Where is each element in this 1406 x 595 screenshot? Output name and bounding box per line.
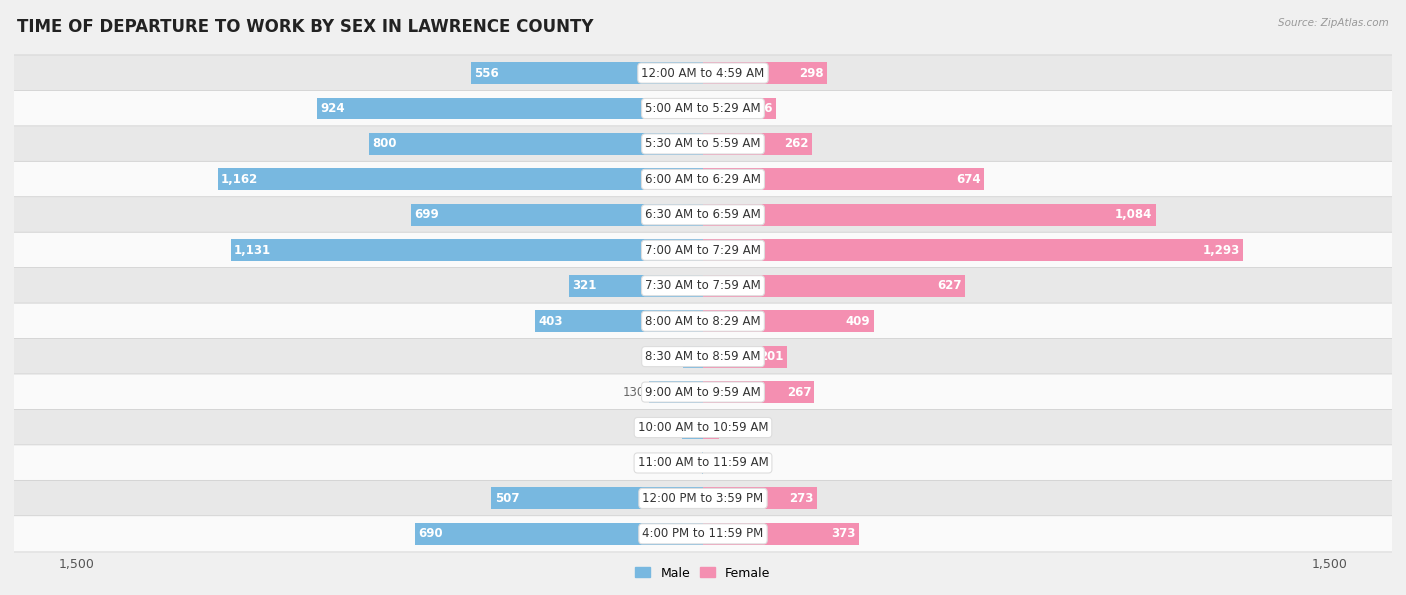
- Bar: [703, 133, 813, 155]
- FancyBboxPatch shape: [1, 55, 1405, 91]
- Text: 674: 674: [956, 173, 981, 186]
- Text: 1,162: 1,162: [221, 173, 259, 186]
- Text: 8:30 AM to 8:59 AM: 8:30 AM to 8:59 AM: [645, 350, 761, 363]
- Bar: [703, 523, 859, 545]
- Text: 403: 403: [538, 315, 562, 328]
- Text: 321: 321: [572, 279, 596, 292]
- Bar: [368, 133, 703, 155]
- Text: 373: 373: [831, 527, 855, 540]
- Text: 5:30 AM to 5:59 AM: 5:30 AM to 5:59 AM: [645, 137, 761, 151]
- Text: 39: 39: [723, 421, 738, 434]
- Bar: [703, 62, 827, 84]
- Text: 800: 800: [373, 137, 396, 151]
- FancyBboxPatch shape: [1, 268, 1405, 304]
- Text: TIME OF DEPARTURE TO WORK BY SEX IN LAWRENCE COUNTY: TIME OF DEPARTURE TO WORK BY SEX IN LAWR…: [17, 18, 593, 36]
- Text: 1,084: 1,084: [1115, 208, 1153, 221]
- Text: 51: 51: [664, 421, 678, 434]
- Text: 11:00 AM to 11:59 AM: 11:00 AM to 11:59 AM: [638, 456, 768, 469]
- Text: 10:00 AM to 10:59 AM: 10:00 AM to 10:59 AM: [638, 421, 768, 434]
- Text: 201: 201: [759, 350, 783, 363]
- Text: 49: 49: [664, 350, 679, 363]
- Bar: [318, 98, 703, 120]
- Text: 699: 699: [415, 208, 439, 221]
- Text: 298: 298: [800, 67, 824, 80]
- Text: 627: 627: [936, 279, 962, 292]
- Bar: [703, 98, 776, 120]
- FancyBboxPatch shape: [1, 516, 1405, 552]
- Text: 409: 409: [846, 315, 870, 328]
- FancyBboxPatch shape: [1, 90, 1405, 127]
- FancyBboxPatch shape: [1, 303, 1405, 339]
- FancyBboxPatch shape: [1, 409, 1405, 446]
- FancyBboxPatch shape: [1, 480, 1405, 516]
- Text: 8:00 AM to 8:29 AM: 8:00 AM to 8:29 AM: [645, 315, 761, 328]
- Text: 267: 267: [786, 386, 811, 399]
- Text: 273: 273: [789, 492, 814, 505]
- Text: 556: 556: [474, 67, 499, 80]
- Text: 507: 507: [495, 492, 519, 505]
- Bar: [703, 275, 965, 297]
- Bar: [411, 204, 703, 226]
- Bar: [703, 168, 984, 190]
- Text: 12:00 PM to 3:59 PM: 12:00 PM to 3:59 PM: [643, 492, 763, 505]
- FancyBboxPatch shape: [1, 339, 1405, 375]
- Text: 9:00 AM to 9:59 AM: 9:00 AM to 9:59 AM: [645, 386, 761, 399]
- Text: 12:00 AM to 4:59 AM: 12:00 AM to 4:59 AM: [641, 67, 765, 80]
- Text: 924: 924: [321, 102, 344, 115]
- Bar: [648, 381, 703, 403]
- Text: 6:00 AM to 6:29 AM: 6:00 AM to 6:29 AM: [645, 173, 761, 186]
- FancyBboxPatch shape: [1, 161, 1405, 198]
- Text: 1,293: 1,293: [1202, 244, 1240, 257]
- Bar: [682, 346, 703, 368]
- Text: 2: 2: [692, 456, 699, 469]
- Bar: [682, 416, 703, 439]
- FancyBboxPatch shape: [1, 126, 1405, 162]
- Bar: [231, 239, 703, 261]
- Text: 690: 690: [418, 527, 443, 540]
- Bar: [703, 346, 787, 368]
- Text: Source: ZipAtlas.com: Source: ZipAtlas.com: [1278, 18, 1389, 28]
- Legend: Male, Female: Male, Female: [630, 562, 776, 584]
- FancyBboxPatch shape: [1, 197, 1405, 233]
- Text: 1,131: 1,131: [235, 244, 271, 257]
- Bar: [218, 168, 703, 190]
- Bar: [703, 239, 1243, 261]
- Text: 130: 130: [623, 386, 645, 399]
- Bar: [569, 275, 703, 297]
- Text: 262: 262: [785, 137, 808, 151]
- Bar: [491, 487, 703, 509]
- FancyBboxPatch shape: [1, 232, 1405, 268]
- FancyBboxPatch shape: [1, 445, 1405, 481]
- Text: 7:00 AM to 7:29 AM: 7:00 AM to 7:29 AM: [645, 244, 761, 257]
- Text: 7:30 AM to 7:59 AM: 7:30 AM to 7:59 AM: [645, 279, 761, 292]
- Bar: [534, 310, 703, 332]
- Bar: [471, 62, 703, 84]
- Bar: [415, 523, 703, 545]
- FancyBboxPatch shape: [1, 374, 1405, 410]
- Text: 0: 0: [706, 456, 714, 469]
- Text: 4:00 PM to 11:59 PM: 4:00 PM to 11:59 PM: [643, 527, 763, 540]
- Bar: [703, 204, 1156, 226]
- Bar: [703, 487, 817, 509]
- Text: 6:30 AM to 6:59 AM: 6:30 AM to 6:59 AM: [645, 208, 761, 221]
- Bar: [703, 310, 873, 332]
- Text: 176: 176: [748, 102, 773, 115]
- Bar: [703, 381, 814, 403]
- Bar: [703, 416, 720, 439]
- Text: 5:00 AM to 5:29 AM: 5:00 AM to 5:29 AM: [645, 102, 761, 115]
